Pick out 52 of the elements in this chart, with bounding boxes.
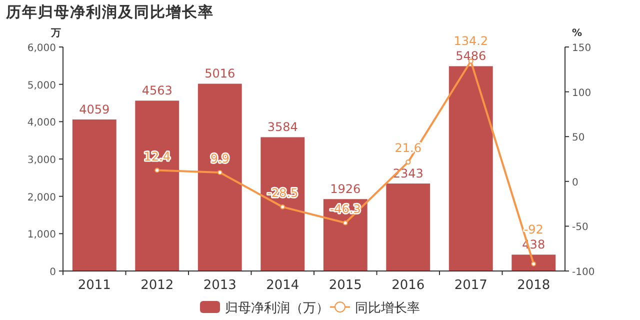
y-tick-label: 1,000 [27,230,56,241]
point [406,160,411,165]
point [217,170,222,176]
bar [448,66,493,271]
bar [135,100,180,271]
y-tick-label: 3,000 [27,155,56,166]
data-label: 12.4 [144,149,170,164]
y2-axis-title: % [572,28,582,39]
x-tick-label: 2013 [203,278,236,293]
data-label: 5016 [204,66,236,81]
data-label: 4563 [142,84,172,98]
y-tick-label: 0 [50,267,56,278]
x-tick-label: 2014 [266,278,300,293]
point [280,204,286,210]
y2-tick-label: 150 [572,43,592,54]
data-label: 3584 [267,120,298,134]
bar [260,137,305,271]
y2-tick-label: 50 [572,132,585,144]
y2-tick-label: 100 [572,88,592,99]
bar [72,119,116,271]
y2-tick-label: 0 [572,177,578,188]
x-tick-label: 2018 [517,278,550,293]
y2-tick-label: -100 [572,267,595,278]
point [342,220,348,226]
data-label: 9.9 [210,152,230,166]
data-label: 134.2 [454,34,488,48]
y-tick-label: 4,000 [27,118,56,129]
legend-label: 归母净利润（万） [225,301,329,316]
data-label: -28.5 [267,186,298,200]
y-tick-label: 2,000 [27,192,56,204]
x-tick-label: 2015 [328,278,362,293]
bar [386,184,430,271]
legend-label: 同比增长率 [355,300,420,316]
x-tick-label: 2016 [392,278,425,293]
y-axis-title: 万 [50,28,61,39]
bar [323,199,368,271]
data-label: 5486 [456,49,486,64]
point [531,261,536,266]
x-tick-label: 2012 [140,278,174,293]
data-label: -46.3 [330,202,361,216]
bar [512,254,556,271]
x-tick-label: 2011 [78,278,111,293]
data-label: -92 [524,222,544,237]
point [154,168,160,173]
bar [198,84,242,271]
y-tick-label: 5,000 [27,80,56,92]
data-label: 4059 [79,102,110,116]
y-tick-label: 6,000 [27,43,56,54]
data-label: 1926 [330,182,361,196]
x-tick-label: 2017 [454,278,488,293]
chart-title: 历年归母净利润及同比增长率 [5,3,214,21]
y2-tick-label: -50 [572,222,588,234]
